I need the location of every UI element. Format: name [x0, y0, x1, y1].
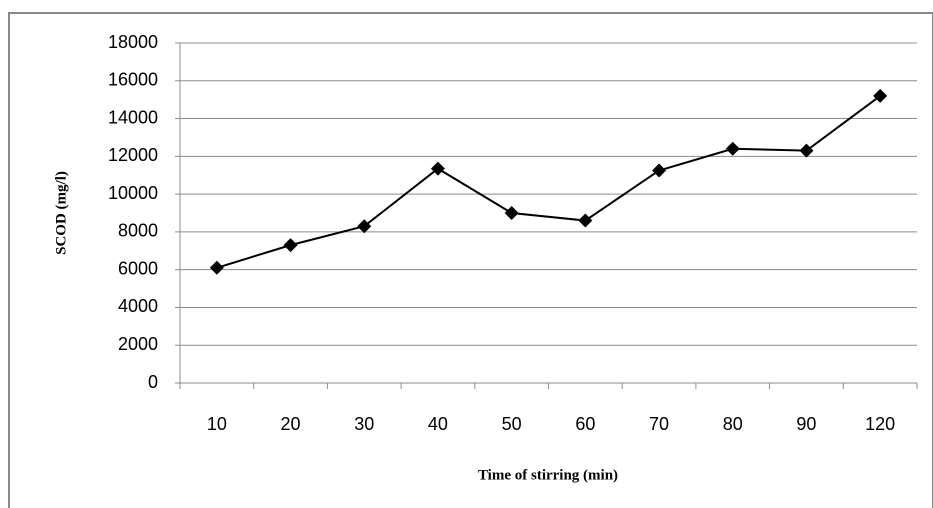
data-marker — [799, 143, 814, 158]
data-marker — [504, 206, 519, 220]
y-tick-label: 0 — [148, 372, 158, 392]
y-tick-label: 10000 — [108, 183, 158, 203]
data-marker — [578, 213, 593, 228]
x-tick-label: 70 — [649, 414, 669, 434]
data-marker — [357, 219, 372, 234]
chart-frame — [8, 12, 933, 508]
x-tick-label: 30 — [354, 414, 374, 434]
y-tick-label: 14000 — [108, 107, 158, 127]
y-tick-label: 8000 — [118, 221, 158, 241]
x-tick-label: 50 — [502, 414, 522, 434]
data-line — [216, 95, 881, 269]
data-marker — [652, 163, 667, 178]
data-marker — [725, 141, 740, 156]
y-tick-label: 18000 — [108, 32, 158, 52]
y-tick-label: 16000 — [108, 70, 158, 90]
x-tick-label: 120 — [865, 414, 895, 434]
data-marker — [209, 260, 224, 275]
data-marker — [283, 238, 298, 253]
x-tick-label: 20 — [281, 414, 301, 434]
x-tick-label: 80 — [723, 414, 743, 434]
y-tick-label: 4000 — [118, 296, 158, 316]
x-tick-label: 90 — [796, 414, 816, 434]
x-tick-label: 10 — [207, 414, 227, 434]
data-marker — [873, 88, 888, 103]
y-tick-label: 12000 — [108, 145, 158, 165]
data-marker — [430, 161, 445, 176]
y-tick-label: 6000 — [118, 258, 158, 278]
x-tick-label: 40 — [428, 414, 448, 434]
y-tick-label: 2000 — [118, 334, 158, 354]
y-axis-title: SCOD (mg/l) — [53, 171, 69, 255]
x-tick-label: 60 — [575, 414, 595, 434]
x-axis-title: Time of stirring (min) — [478, 467, 618, 483]
